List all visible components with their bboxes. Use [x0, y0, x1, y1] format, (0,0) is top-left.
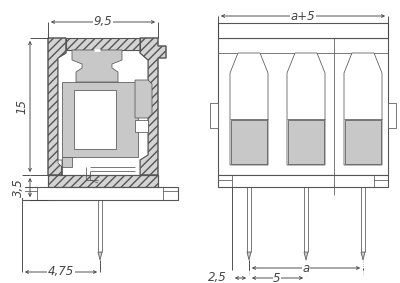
Polygon shape — [22, 187, 178, 200]
Text: a+5: a+5 — [291, 10, 315, 23]
Polygon shape — [135, 80, 152, 118]
Bar — [288, 120, 324, 164]
Polygon shape — [48, 38, 66, 175]
Text: 3,5: 3,5 — [12, 178, 24, 197]
Polygon shape — [247, 252, 251, 260]
Bar — [345, 120, 381, 164]
Text: 4,75: 4,75 — [48, 265, 74, 278]
Polygon shape — [230, 53, 268, 165]
Bar — [218, 23, 388, 38]
Bar — [218, 38, 388, 175]
Polygon shape — [66, 38, 140, 50]
Polygon shape — [62, 157, 72, 167]
Polygon shape — [361, 252, 365, 260]
Polygon shape — [72, 50, 122, 82]
Polygon shape — [48, 175, 158, 187]
Polygon shape — [98, 252, 102, 260]
Text: 5: 5 — [273, 271, 281, 283]
Text: 15: 15 — [16, 99, 28, 114]
Polygon shape — [135, 120, 148, 132]
Polygon shape — [58, 160, 62, 175]
Polygon shape — [344, 53, 382, 165]
Bar — [388, 103, 396, 128]
Bar — [74, 90, 116, 149]
Text: 9,5: 9,5 — [94, 16, 112, 29]
Text: 2,5: 2,5 — [208, 271, 227, 283]
Bar — [62, 82, 138, 157]
Polygon shape — [218, 175, 388, 187]
Polygon shape — [58, 58, 148, 175]
Polygon shape — [140, 38, 166, 175]
Bar — [210, 103, 218, 128]
Bar — [231, 120, 267, 164]
Polygon shape — [287, 53, 325, 165]
Polygon shape — [304, 252, 308, 260]
Text: a: a — [302, 261, 310, 275]
